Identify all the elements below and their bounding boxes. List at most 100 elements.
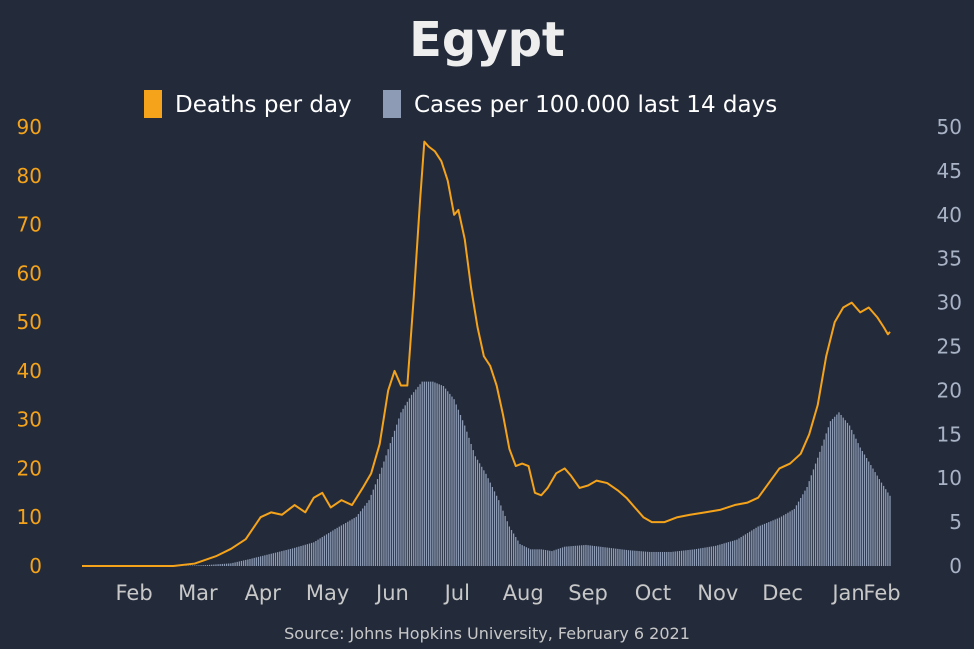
cases-bar xyxy=(598,546,600,566)
cases-bar xyxy=(370,494,372,566)
cases-bar xyxy=(279,551,281,566)
cases-bar xyxy=(294,547,296,566)
cases-bar xyxy=(872,468,874,566)
cases-bar xyxy=(623,549,625,566)
cases-bar xyxy=(742,535,744,566)
cases-bar xyxy=(276,552,279,566)
cases-bar xyxy=(859,447,861,566)
cases-bar xyxy=(880,482,883,566)
chart-title: Egypt xyxy=(409,12,565,68)
cases-bar xyxy=(551,551,553,566)
x-tick-12: Feb xyxy=(863,581,900,605)
cases-bar xyxy=(808,481,810,566)
cases-bar xyxy=(827,427,829,566)
cases-bar xyxy=(783,515,785,566)
cases-bar xyxy=(255,557,257,566)
cases-bars xyxy=(185,381,891,566)
cases-bar xyxy=(281,551,283,566)
cases-bar xyxy=(757,526,759,566)
cases-bar xyxy=(200,565,202,566)
cases-bar xyxy=(223,563,226,566)
cases-bar xyxy=(653,551,655,566)
cases-bar xyxy=(404,405,406,566)
cases-bar xyxy=(334,529,336,566)
cases-bar xyxy=(700,548,702,566)
cases-bar xyxy=(797,501,800,566)
cases-bar xyxy=(515,537,517,566)
cases-bar xyxy=(657,551,659,566)
cases-bar xyxy=(402,408,404,566)
cases-bar xyxy=(230,563,232,566)
cases-bar xyxy=(432,381,434,566)
x-tick-10: Dec xyxy=(762,581,803,605)
cases-bar xyxy=(396,424,398,566)
cases-bar xyxy=(330,531,332,566)
cases-bar xyxy=(855,438,857,566)
cases-bar xyxy=(889,495,891,566)
cases-bar xyxy=(602,547,604,566)
cases-bar xyxy=(857,443,859,566)
cases-bar xyxy=(400,412,402,566)
cases-bar xyxy=(289,548,292,566)
cases-bar xyxy=(772,520,774,566)
cases-bar xyxy=(372,489,374,566)
cases-bar xyxy=(325,534,328,566)
cases-bar xyxy=(300,545,302,566)
cases-bar xyxy=(523,546,525,566)
cases-bar xyxy=(740,537,742,566)
cases-bar xyxy=(389,443,391,566)
y-left-tick-80: 80 xyxy=(17,164,42,188)
cases-bar xyxy=(666,551,668,566)
cases-bar xyxy=(317,539,319,566)
cases-bar xyxy=(381,467,383,566)
cases-bar xyxy=(257,556,260,566)
cases-bar xyxy=(338,526,340,566)
cases-bar xyxy=(685,550,687,566)
cases-bar xyxy=(593,545,596,566)
cases-bar xyxy=(213,564,215,566)
cases-bar xyxy=(734,540,736,566)
cases-bar xyxy=(527,548,530,566)
cases-bar xyxy=(831,418,834,566)
cases-bar xyxy=(727,542,730,566)
cases-bar xyxy=(810,475,812,566)
cases-bar xyxy=(247,559,249,566)
y-right-tick-50: 50 xyxy=(937,115,962,139)
cases-bar xyxy=(591,545,593,566)
cases-bar xyxy=(574,545,576,566)
cases-bar xyxy=(438,384,440,566)
cases-bar xyxy=(632,550,634,566)
legend-swatch-cases xyxy=(383,90,401,118)
cases-bar xyxy=(600,546,602,566)
cases-bar xyxy=(806,486,808,566)
cases-bar xyxy=(332,530,334,566)
y-left-tick-60: 60 xyxy=(17,261,42,285)
cases-bar xyxy=(578,545,581,566)
cases-bar xyxy=(242,560,245,566)
cases-bar xyxy=(874,472,876,566)
cases-bar xyxy=(534,549,536,566)
cases-bar xyxy=(721,543,723,566)
cases-bar xyxy=(500,505,502,566)
cases-bar xyxy=(447,391,449,566)
cases-bar xyxy=(470,443,472,566)
cases-bar xyxy=(568,546,570,566)
cases-bar xyxy=(763,523,766,566)
cases-bar xyxy=(425,381,428,566)
cases-bar xyxy=(547,550,549,566)
cases-bar xyxy=(823,439,825,566)
cases-bar xyxy=(493,491,496,566)
cases-bar xyxy=(468,437,470,566)
cases-bar xyxy=(564,546,566,566)
y-right-tick-5: 5 xyxy=(949,510,962,534)
cases-bar xyxy=(661,551,664,566)
cases-bar xyxy=(366,502,368,566)
cases-bar xyxy=(636,550,638,566)
cases-bar xyxy=(464,425,466,566)
cases-bar xyxy=(291,548,294,566)
cases-bar xyxy=(217,564,219,566)
cases-bar xyxy=(610,548,613,566)
cases-bar xyxy=(838,412,840,566)
cases-bar xyxy=(638,551,640,566)
